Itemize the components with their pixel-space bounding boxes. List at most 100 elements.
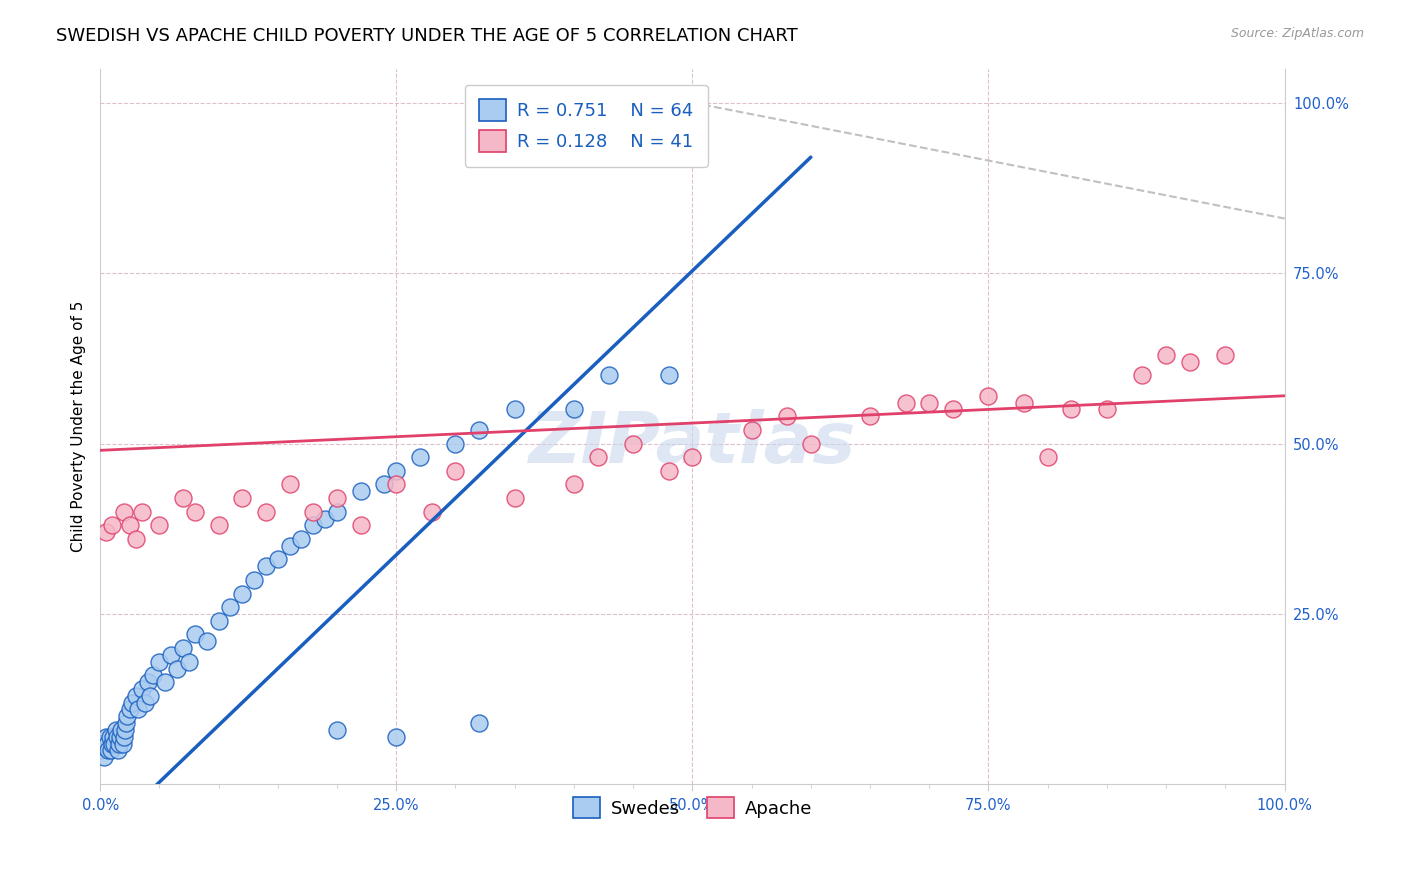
Point xyxy=(290,532,312,546)
Point xyxy=(231,586,253,600)
Point xyxy=(503,491,526,505)
Point xyxy=(112,505,135,519)
Point xyxy=(112,730,135,744)
Point xyxy=(207,518,229,533)
Point xyxy=(385,477,408,491)
Point xyxy=(207,614,229,628)
Point xyxy=(195,634,218,648)
Point xyxy=(121,696,143,710)
Point xyxy=(800,436,823,450)
Point xyxy=(942,402,965,417)
Point xyxy=(373,477,395,491)
Point xyxy=(859,409,882,424)
Point xyxy=(103,737,125,751)
Point xyxy=(503,402,526,417)
Legend: Swedes, Apache: Swedes, Apache xyxy=(565,790,820,825)
Point xyxy=(139,689,162,703)
Point xyxy=(184,627,207,641)
Point xyxy=(1095,402,1118,417)
Point xyxy=(108,737,131,751)
Point xyxy=(621,436,644,450)
Point xyxy=(97,743,120,757)
Point xyxy=(1060,402,1083,417)
Point xyxy=(118,702,141,716)
Point xyxy=(124,532,146,546)
Point xyxy=(231,491,253,505)
Point xyxy=(219,600,242,615)
Point xyxy=(101,518,124,533)
Point xyxy=(124,689,146,703)
Point xyxy=(94,525,117,540)
Point xyxy=(278,477,301,491)
Point xyxy=(91,737,114,751)
Point xyxy=(94,739,117,754)
Point xyxy=(326,723,349,737)
Point xyxy=(115,716,138,731)
Point xyxy=(385,730,408,744)
Point xyxy=(894,395,917,409)
Point xyxy=(101,737,124,751)
Point xyxy=(100,743,122,757)
Point xyxy=(562,402,585,417)
Point xyxy=(118,518,141,533)
Point xyxy=(1154,348,1177,362)
Point xyxy=(658,464,681,478)
Point xyxy=(90,743,112,757)
Point xyxy=(350,484,373,499)
Point xyxy=(1132,368,1154,383)
Point xyxy=(155,675,177,690)
Point xyxy=(105,730,128,744)
Point xyxy=(1012,395,1035,409)
Point xyxy=(444,464,467,478)
Point xyxy=(114,723,136,737)
Text: SWEDISH VS APACHE CHILD POVERTY UNDER THE AGE OF 5 CORRELATION CHART: SWEDISH VS APACHE CHILD POVERTY UNDER TH… xyxy=(56,27,799,45)
Point xyxy=(243,573,266,587)
Point xyxy=(741,423,763,437)
Point xyxy=(166,661,188,675)
Point xyxy=(409,450,432,465)
Point xyxy=(468,716,491,731)
Point xyxy=(776,409,799,424)
Point xyxy=(94,730,117,744)
Point xyxy=(598,368,620,383)
Point xyxy=(302,518,325,533)
Point xyxy=(136,675,159,690)
Point xyxy=(1178,354,1201,368)
Point xyxy=(918,395,941,409)
Point xyxy=(326,505,349,519)
Point xyxy=(681,450,703,465)
Point xyxy=(468,423,491,437)
Point xyxy=(267,552,290,566)
Point xyxy=(98,730,121,744)
Point xyxy=(254,559,277,574)
Point xyxy=(184,505,207,519)
Point xyxy=(1215,348,1237,362)
Point xyxy=(93,750,115,764)
Text: Source: ZipAtlas.com: Source: ZipAtlas.com xyxy=(1230,27,1364,40)
Point xyxy=(101,730,124,744)
Point xyxy=(110,723,132,737)
Point xyxy=(110,730,132,744)
Point xyxy=(254,505,277,519)
Point xyxy=(562,477,585,491)
Point xyxy=(350,518,373,533)
Point xyxy=(131,505,153,519)
Point xyxy=(148,655,170,669)
Point xyxy=(586,450,609,465)
Point xyxy=(444,436,467,450)
Point xyxy=(134,696,156,710)
Point xyxy=(278,539,301,553)
Point xyxy=(977,389,1000,403)
Point xyxy=(385,464,408,478)
Point xyxy=(104,723,127,737)
Point xyxy=(326,491,349,505)
Text: ZIPatlas: ZIPatlas xyxy=(529,409,856,478)
Point xyxy=(111,737,134,751)
Point xyxy=(314,511,336,525)
Point xyxy=(658,368,681,383)
Point xyxy=(420,505,443,519)
Point xyxy=(117,709,139,723)
Y-axis label: Child Poverty Under the Age of 5: Child Poverty Under the Age of 5 xyxy=(72,301,86,552)
Point xyxy=(177,655,200,669)
Point xyxy=(127,702,149,716)
